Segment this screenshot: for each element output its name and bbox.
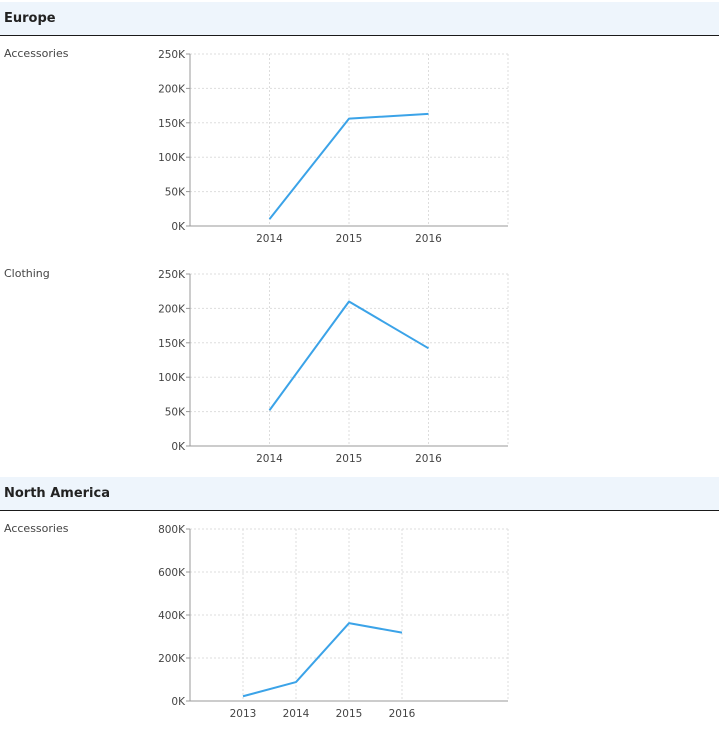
line-chart-north-america-accessories: 0K 200K 400K 600K 800K 2013 2014 2015 2016 [158,524,509,720]
y-tick-label: 200K [158,83,186,95]
group-title: Europe [4,11,56,26]
y-tick-label: 600K [158,567,186,579]
row-label-europe-accessories: Accessories [4,47,69,60]
y-tick-label: 150K [158,338,186,350]
series-line [268,112,429,220]
y-tick-label: 0K [171,696,186,708]
y-tick-label: 0K [171,221,186,233]
y-tick-label: 200K [158,653,186,665]
x-tick-label: 2016 [415,233,442,245]
x-tick-label: 2015 [336,453,363,465]
x-tick-label: 2014 [283,708,310,720]
y-tick-label: 800K [158,524,186,536]
x-tick-label: 2016 [415,453,442,465]
group-title: North America [4,486,110,501]
x-tick-label: 2014 [256,453,283,465]
x-tick-label: 2014 [256,233,283,245]
y-tick-label: 0K [171,441,186,453]
x-tick-label: 2015 [336,708,363,720]
y-tick-label: 250K [158,269,186,281]
y-tick-label: 200K [158,303,186,315]
y-tick-label: 100K [158,152,186,164]
x-tick-label: 2013 [230,708,257,720]
y-tick-label: 400K [158,610,186,622]
y-tick-label: 250K [158,49,186,61]
line-chart-europe-accessories: 0K 50K 100K 150K 200K 250K 2014 2015 2016 [158,49,509,245]
y-tick-label: 50K [165,407,186,419]
row-label-europe-clothing: Clothing [4,267,50,280]
y-tick-label: 50K [165,187,186,199]
row-label-north-america-accessories: Accessories [4,522,69,535]
x-tick-label: 2016 [389,708,416,720]
group-header-north-america[interactable]: North America [0,477,719,511]
group-header-europe[interactable]: Europe [0,2,719,36]
x-tick-label: 2015 [336,233,363,245]
y-tick-label: 100K [158,372,186,384]
line-chart-europe-clothing: 0K 50K 100K 150K 200K 250K 2014 2015 2016 [158,269,509,465]
series-line [242,622,403,698]
series-line [268,300,430,411]
y-tick-label: 150K [158,118,186,130]
